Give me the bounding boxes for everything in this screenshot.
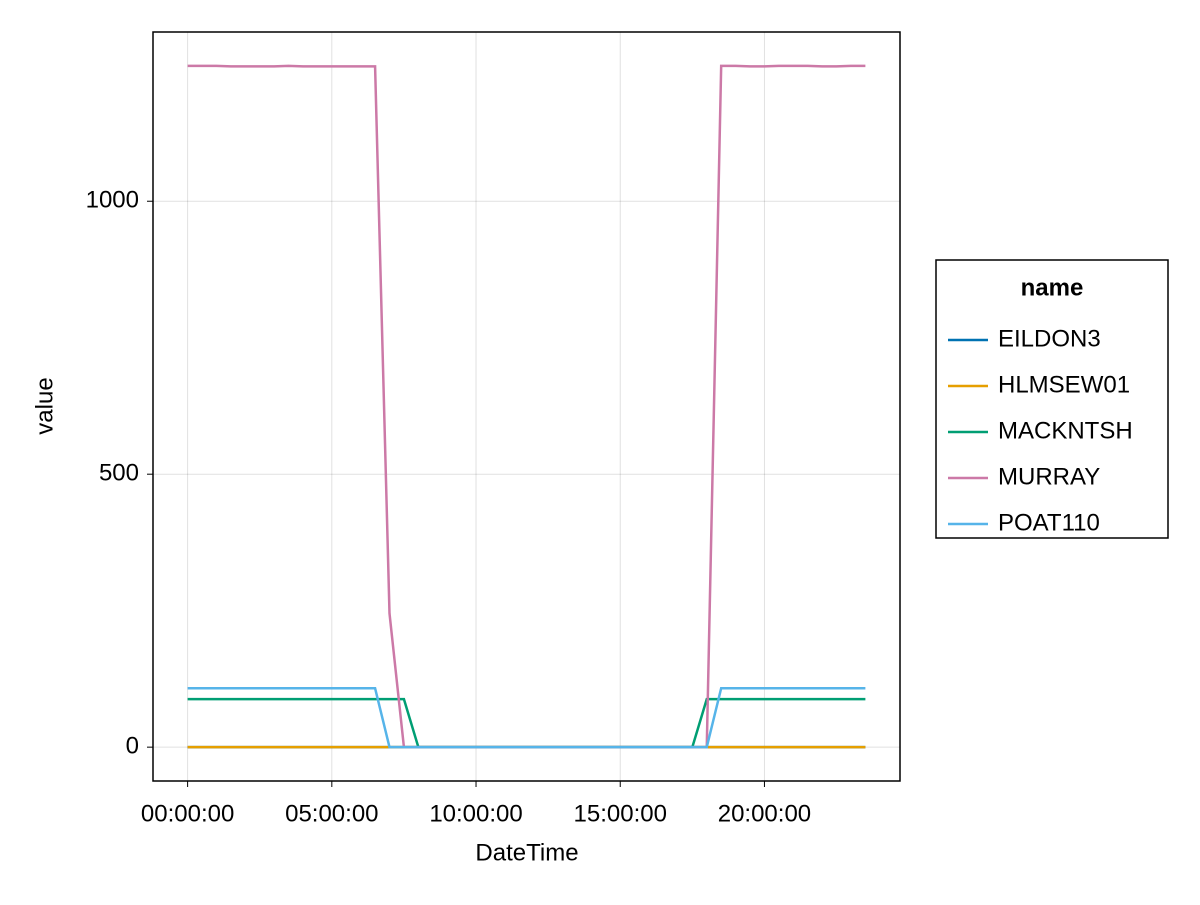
y-tick-label: 500 bbox=[99, 460, 139, 487]
legend-label: POAT110 bbox=[998, 509, 1100, 536]
x-axis-label: DateTime bbox=[475, 839, 578, 866]
legend-title: name bbox=[1021, 274, 1084, 301]
legend-label: MURRAY bbox=[998, 463, 1100, 490]
series-line bbox=[187, 64, 866, 749]
y-tick-label: 0 bbox=[126, 732, 139, 759]
legend-label: EILDON3 bbox=[998, 325, 1101, 352]
series-line bbox=[187, 697, 866, 749]
x-tick-label: 15:00:00 bbox=[574, 800, 667, 827]
legend-label: HLMSEW01 bbox=[998, 371, 1130, 398]
x-tick-label: 10:00:00 bbox=[429, 800, 522, 827]
x-tick-label: 05:00:00 bbox=[285, 800, 378, 827]
series-line bbox=[187, 686, 866, 749]
plot-frame bbox=[152, 31, 901, 782]
legend-label: MACKNTSH bbox=[998, 417, 1133, 444]
x-tick-label: 00:00:00 bbox=[141, 800, 234, 827]
x-tick-label: 20:00:00 bbox=[718, 800, 811, 827]
legend-box bbox=[935, 259, 1169, 539]
y-tick-label: 1000 bbox=[86, 187, 139, 214]
y-axis-label: value bbox=[31, 377, 58, 434]
